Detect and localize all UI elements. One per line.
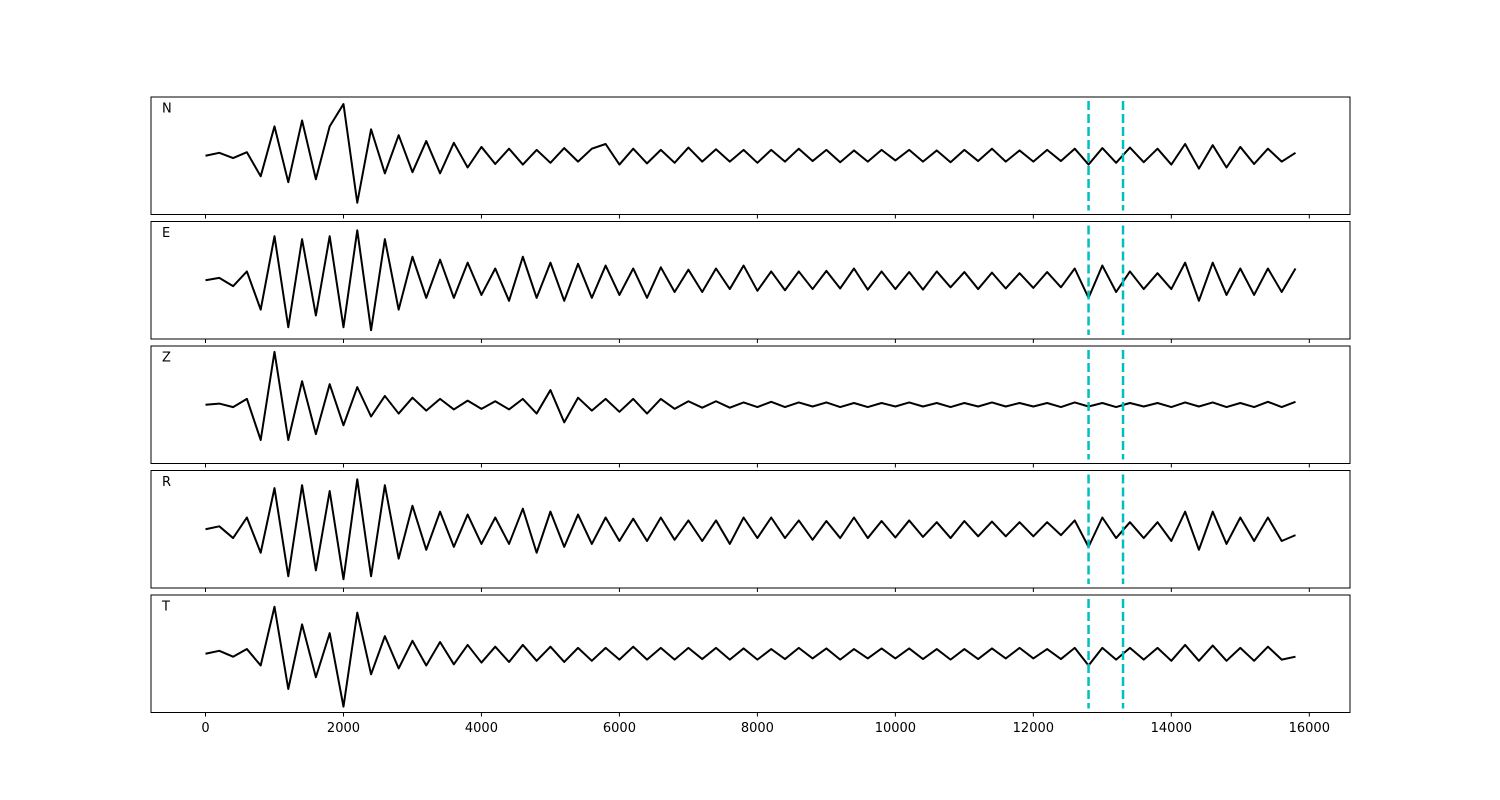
trace xyxy=(205,229,1297,332)
x-tick-label: 8000 xyxy=(741,721,774,736)
trace xyxy=(205,103,1297,204)
panel-label: E xyxy=(162,226,170,241)
x-tick-label: 2000 xyxy=(327,721,360,736)
panel-label: N xyxy=(162,102,172,117)
x-tick-label: 12000 xyxy=(1013,721,1054,736)
panel-frame xyxy=(150,594,1351,713)
x-tick-label: 6000 xyxy=(603,721,636,736)
x-tick-label: 0 xyxy=(201,721,209,736)
x-tick-label: 14000 xyxy=(1151,721,1192,736)
panel-frame xyxy=(150,221,1351,340)
panel-frame xyxy=(150,345,1351,464)
panel-frame xyxy=(150,96,1351,215)
x-tick-label: 10000 xyxy=(875,721,916,736)
panel-label: T xyxy=(161,600,170,615)
panel-label: Z xyxy=(162,351,171,366)
trace xyxy=(205,605,1296,708)
panel-frame xyxy=(150,470,1351,589)
panel-label: R xyxy=(162,475,171,490)
x-tick-label: 16000 xyxy=(1289,721,1330,736)
trace xyxy=(205,350,1296,441)
trace xyxy=(205,478,1296,581)
x-tick-label: 4000 xyxy=(465,721,498,736)
